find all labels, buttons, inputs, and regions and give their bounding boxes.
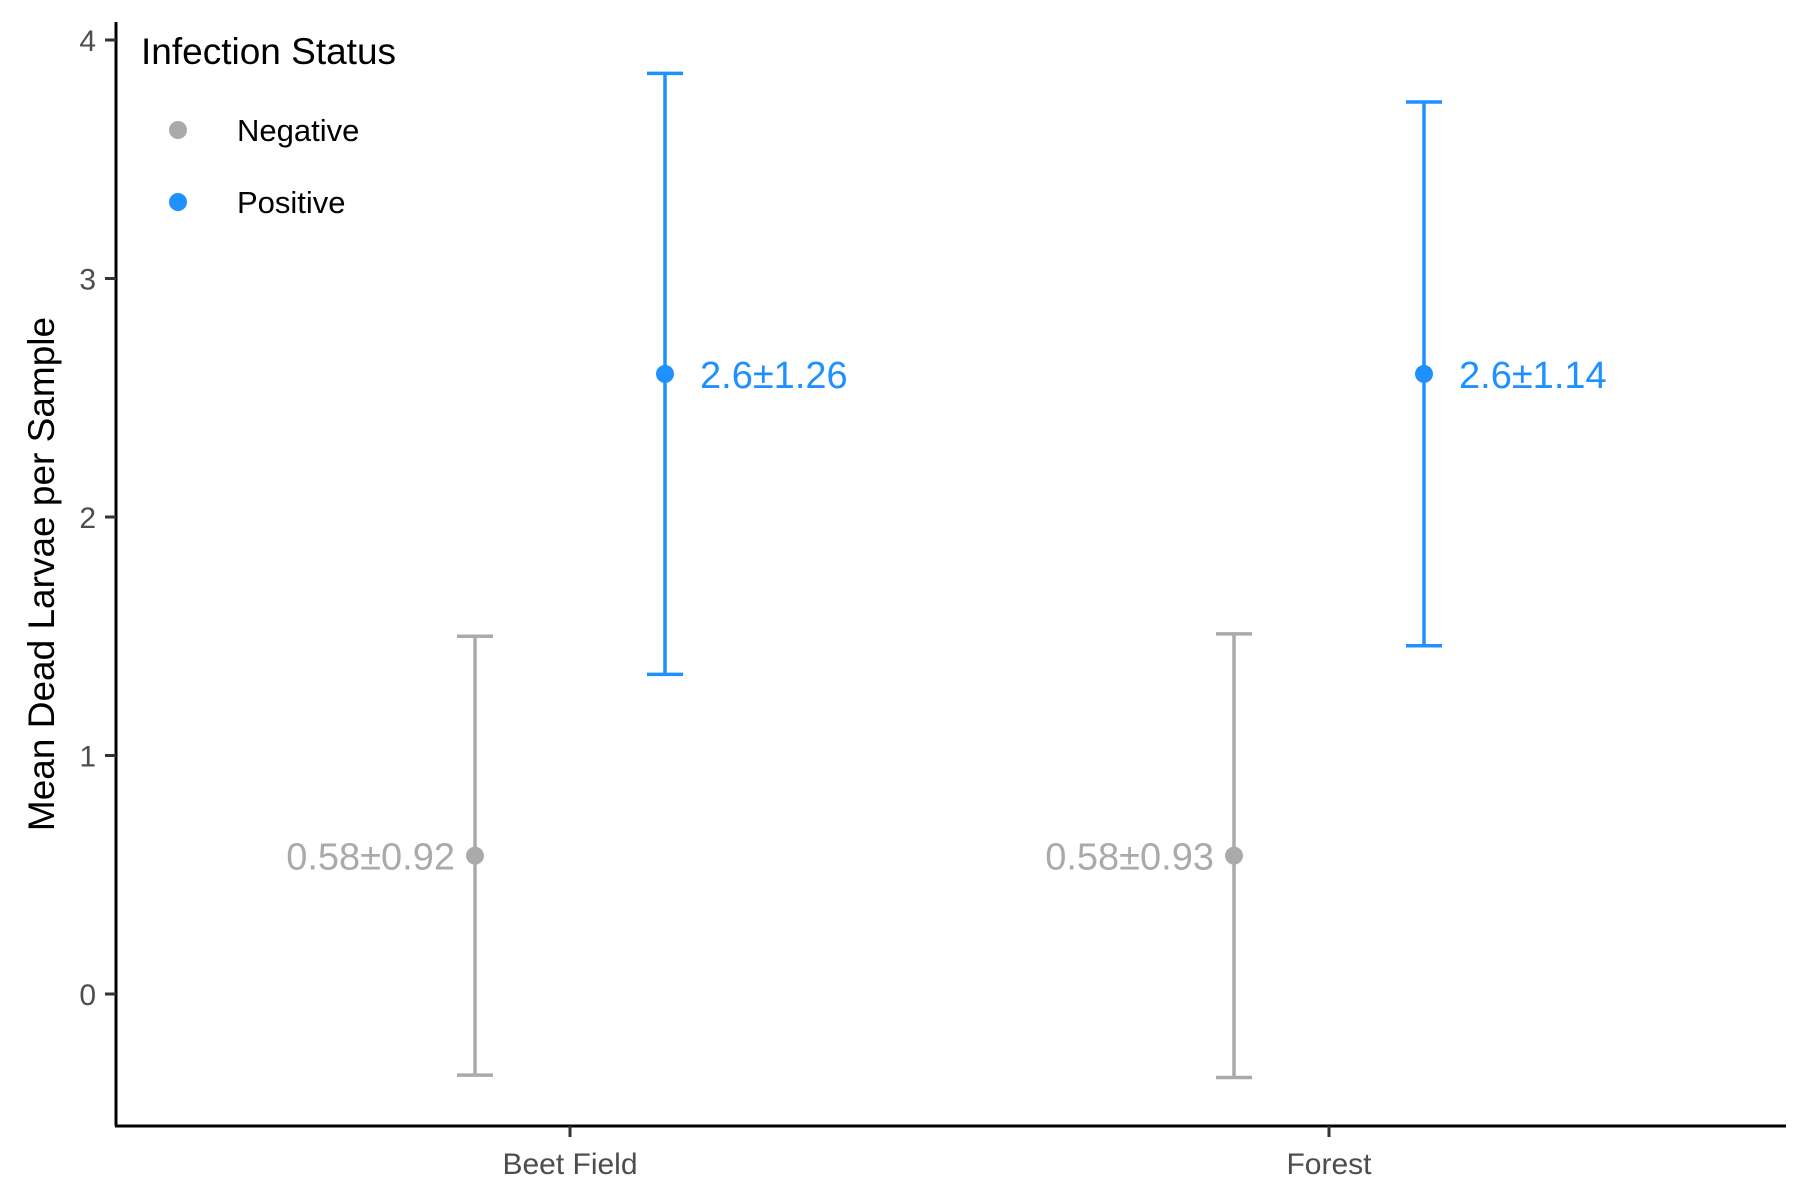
x-tick-label-beet-field: Beet Field [502, 1148, 637, 1181]
legend-label-positive: Positive [237, 185, 346, 220]
legend-title: Infection Status [141, 31, 396, 72]
axes [114, 22, 1786, 1128]
x-ticks: Beet Field Forest [502, 1126, 1372, 1181]
data-label: 2.6±1.26 [700, 355, 848, 397]
y-tick-label: 2 [79, 502, 96, 535]
errorbar-positive-0: 2.6±1.26 [647, 71, 848, 677]
x-tick-label-forest: Forest [1286, 1148, 1372, 1181]
errorbar-negative-1: 0.58±0.93 [1045, 632, 1252, 1080]
mean-point [1415, 364, 1433, 383]
legend-key-negative [169, 121, 187, 139]
legend: Infection Status Negative Positive [141, 31, 396, 220]
y-tick-label: 3 [79, 264, 96, 297]
legend-item-positive: Positive [169, 185, 346, 220]
errorbar-negative-0: 0.58±0.92 [286, 634, 493, 1077]
data-label: 0.58±0.93 [1045, 837, 1214, 879]
y-tick-label: 1 [79, 741, 96, 774]
errorbar-positive-1: 2.6±1.14 [1406, 100, 1607, 648]
y-ticks: 0 1 2 3 4 [79, 25, 116, 1012]
legend-item-negative: Negative [169, 113, 359, 148]
y-axis-title: Mean Dead Larvae per Sample [21, 317, 62, 831]
data-label: 0.58±0.92 [286, 837, 455, 879]
y-tick-label: 0 [79, 979, 96, 1012]
data-label: 2.6±1.14 [1459, 355, 1607, 397]
mean-point [466, 846, 484, 865]
mean-point [1225, 846, 1243, 865]
legend-label-negative: Negative [237, 113, 359, 148]
legend-items: Negative Positive [169, 113, 359, 220]
mean-point [656, 364, 674, 383]
y-tick-label: 4 [79, 25, 96, 58]
error-bar-marks: 0.58±0.92 0.58±0.93 2.6±1.26 2.6±1.14 [286, 71, 1607, 1080]
legend-key-positive [169, 193, 187, 211]
